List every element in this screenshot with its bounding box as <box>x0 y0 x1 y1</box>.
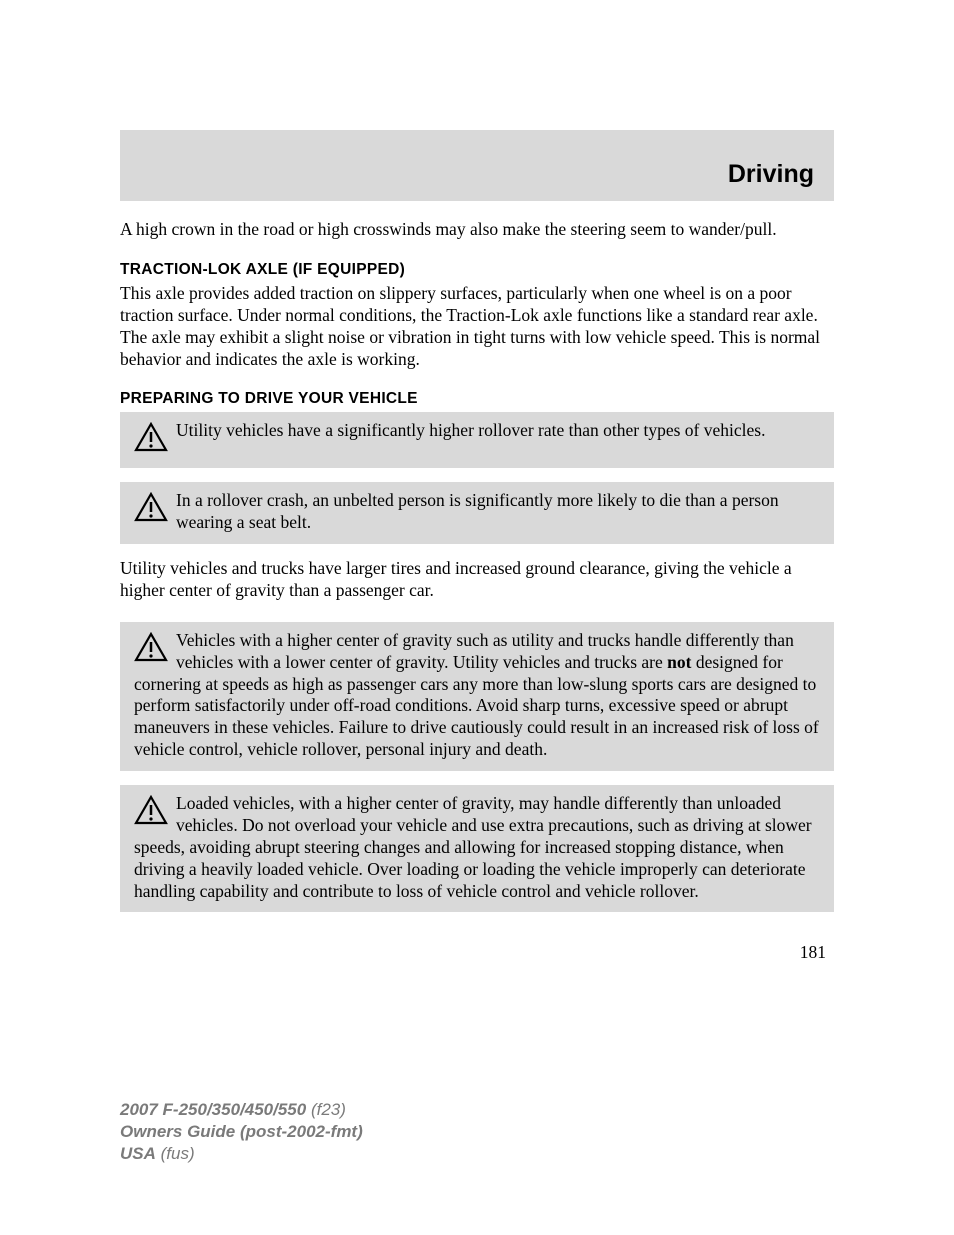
chapter-title: Driving <box>140 160 814 189</box>
footer-model: 2007 F-250/350/450/550 <box>120 1100 306 1119</box>
intro-paragraph: A high crown in the road or high crosswi… <box>120 219 834 241</box>
warning-box: Vehicles with a higher center of gravity… <box>120 622 834 771</box>
warning-triangle-icon <box>134 632 168 668</box>
warning-text: Loaded vehicles, with a higher center of… <box>134 793 812 901</box>
footer-line-2: Owners Guide (post-2002-fmt) <box>120 1121 363 1143</box>
section-heading-preparing: PREPARING TO DRIVE YOUR VEHICLE <box>120 390 834 408</box>
chapter-header-box: Driving <box>120 130 834 201</box>
footer: 2007 F-250/350/450/550 (f23) Owners Guid… <box>120 1099 363 1165</box>
warning-triangle-icon <box>134 795 168 831</box>
page-container: Driving A high crown in the road or high… <box>0 0 954 1003</box>
footer-region-code: (fus) <box>156 1144 195 1163</box>
page-number: 181 <box>120 942 834 963</box>
warning-text-bold: not <box>667 652 691 672</box>
warning-triangle-icon <box>134 492 168 528</box>
section-heading-traction: TRACTION-LOK AXLE (IF EQUIPPED) <box>120 261 834 279</box>
warning-triangle-icon <box>134 422 168 458</box>
warning-box: In a rollover crash, an unbelted person … <box>120 482 834 544</box>
body-paragraph: This axle provides added traction on sli… <box>120 283 834 371</box>
warning-box: Utility vehicles have a significantly hi… <box>120 412 834 468</box>
warning-text: Utility vehicles have a significantly hi… <box>176 420 765 440</box>
warning-box: Loaded vehicles, with a higher center of… <box>120 785 834 912</box>
footer-region: USA <box>120 1144 156 1163</box>
footer-line-1: 2007 F-250/350/450/550 (f23) <box>120 1099 363 1121</box>
footer-line-3: USA (fus) <box>120 1143 363 1165</box>
warning-text: In a rollover crash, an unbelted person … <box>176 490 779 532</box>
body-paragraph: Utility vehicles and trucks have larger … <box>120 558 834 602</box>
footer-code: (f23) <box>306 1100 346 1119</box>
